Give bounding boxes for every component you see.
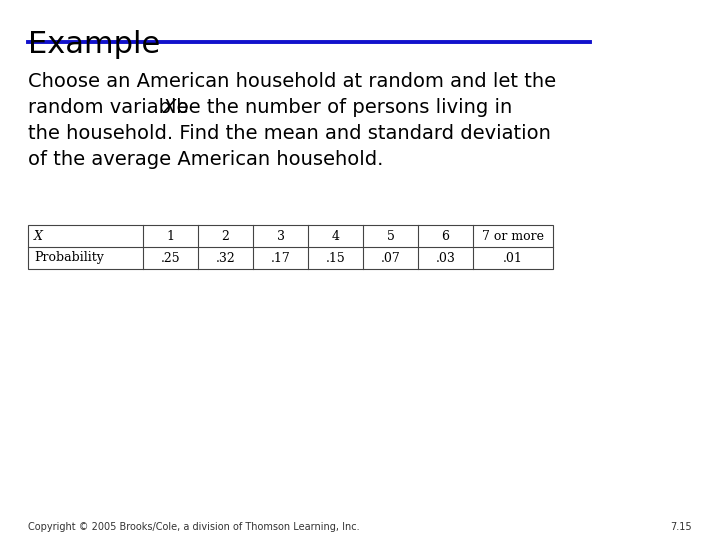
Text: of the average American household.: of the average American household. bbox=[28, 150, 383, 169]
Text: .01: .01 bbox=[503, 252, 523, 265]
Text: the household. Find the mean and standard deviation: the household. Find the mean and standar… bbox=[28, 124, 551, 143]
Text: X: X bbox=[163, 98, 176, 117]
Text: 7.15: 7.15 bbox=[670, 522, 692, 532]
Text: .17: .17 bbox=[271, 252, 290, 265]
Text: Example: Example bbox=[28, 30, 161, 59]
Text: Copyright © 2005 Brooks/Cole, a division of Thomson Learning, Inc.: Copyright © 2005 Brooks/Cole, a division… bbox=[28, 522, 359, 532]
Text: .03: .03 bbox=[436, 252, 456, 265]
Text: 5: 5 bbox=[387, 230, 395, 242]
Text: .15: .15 bbox=[325, 252, 346, 265]
Text: be the number of persons living in: be the number of persons living in bbox=[169, 98, 512, 117]
Text: X: X bbox=[34, 230, 43, 242]
Text: Probability: Probability bbox=[34, 252, 104, 265]
Bar bbox=[28, 225, 553, 269]
Text: .25: .25 bbox=[161, 252, 180, 265]
Text: .32: .32 bbox=[215, 252, 235, 265]
Text: Choose an American household at random and let the: Choose an American household at random a… bbox=[28, 72, 556, 91]
Text: 4: 4 bbox=[331, 230, 340, 242]
Text: 7 or more: 7 or more bbox=[482, 230, 544, 242]
Text: 3: 3 bbox=[276, 230, 284, 242]
Text: random variable: random variable bbox=[28, 98, 194, 117]
Text: 6: 6 bbox=[441, 230, 449, 242]
Text: 1: 1 bbox=[166, 230, 174, 242]
Text: .07: .07 bbox=[381, 252, 400, 265]
Text: 2: 2 bbox=[222, 230, 230, 242]
